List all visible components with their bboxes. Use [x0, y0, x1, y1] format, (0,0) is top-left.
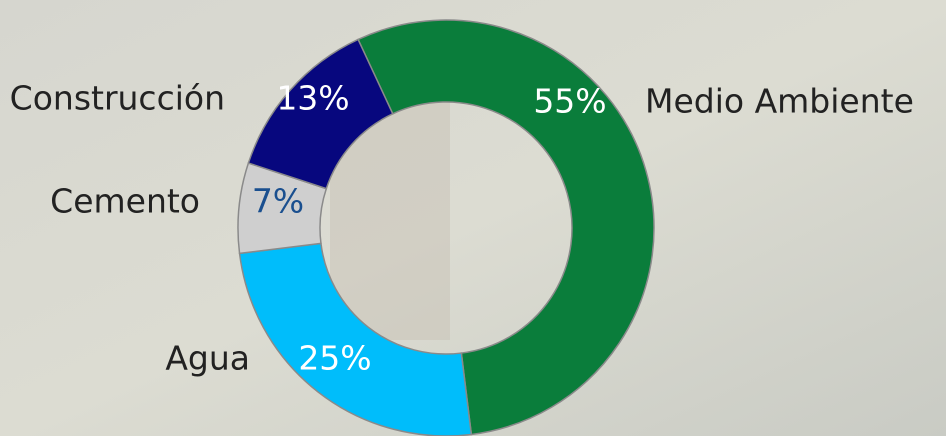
- category-label: Construcción: [10, 79, 225, 118]
- donut-slice: [247, 38, 394, 190]
- donut-slice: [238, 242, 473, 436]
- value-label: 25%: [298, 339, 371, 378]
- category-label: Medio Ambiente: [645, 82, 914, 121]
- value-label: 7%: [252, 182, 304, 221]
- category-label: Cemento: [50, 182, 200, 221]
- category-label: Agua: [165, 339, 250, 378]
- value-label: 55%: [533, 82, 606, 121]
- value-label: 13%: [276, 79, 349, 118]
- donut-slice: [357, 19, 655, 436]
